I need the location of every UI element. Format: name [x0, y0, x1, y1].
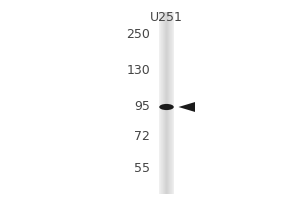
Bar: [164, 12, 165, 194]
Bar: [169, 12, 170, 194]
Bar: [160, 12, 161, 194]
Bar: [171, 12, 172, 194]
Bar: [168, 12, 169, 194]
Polygon shape: [178, 102, 195, 112]
Bar: [172, 12, 173, 194]
Bar: [166, 12, 167, 194]
Text: 95: 95: [134, 100, 150, 114]
Text: 72: 72: [134, 131, 150, 144]
Bar: [170, 12, 171, 194]
Text: U251: U251: [150, 11, 183, 24]
Bar: [162, 12, 163, 194]
Text: 250: 250: [126, 28, 150, 42]
Bar: [165, 12, 166, 194]
Bar: [163, 12, 164, 194]
Bar: [159, 12, 160, 194]
Bar: [173, 12, 174, 194]
Ellipse shape: [159, 104, 174, 110]
Text: 130: 130: [126, 64, 150, 77]
Bar: [161, 12, 162, 194]
Text: 55: 55: [134, 162, 150, 176]
Bar: [167, 12, 168, 194]
